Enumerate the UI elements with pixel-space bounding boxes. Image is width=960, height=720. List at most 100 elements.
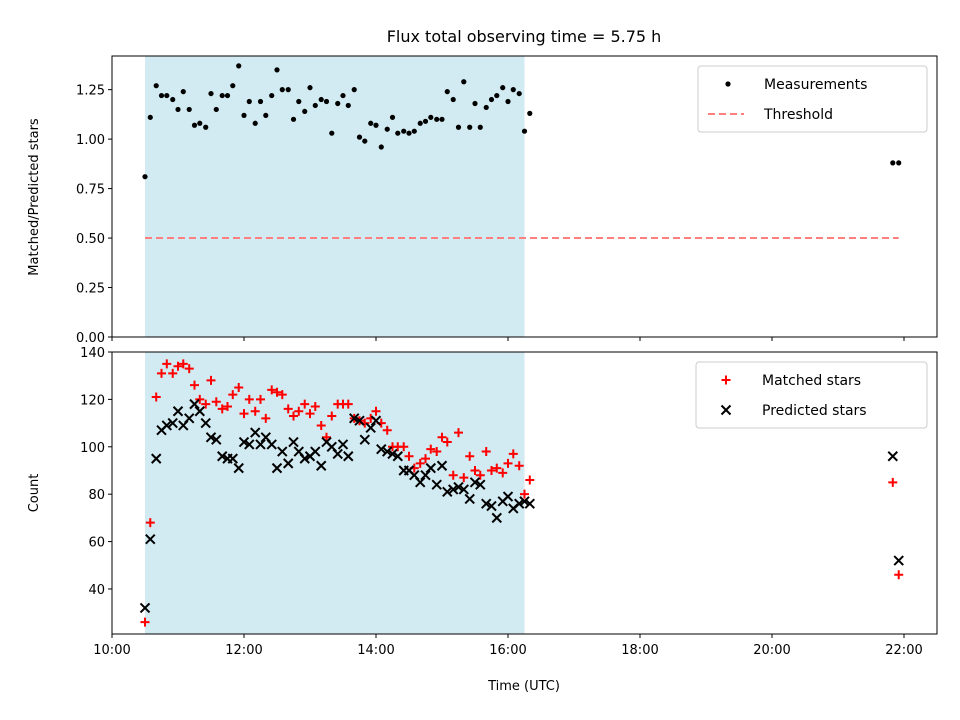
measurement-point	[329, 130, 335, 136]
top-y-axis-label: Matched/Predicted stars	[27, 118, 42, 276]
y-tick-label: 1.00	[76, 133, 105, 148]
measurement-point	[147, 114, 153, 120]
measurement-point	[461, 79, 467, 85]
measurement-point	[203, 124, 209, 130]
measurement-point	[384, 126, 390, 132]
y-tick-label: 140	[80, 346, 105, 361]
y-tick-label: 100	[80, 441, 105, 456]
predicted-star-point	[172, 406, 184, 417]
predicted-star-point	[893, 555, 904, 566]
y-tick-label: 80	[88, 488, 105, 503]
matched-star-point	[239, 409, 249, 419]
predicted-star-point	[337, 439, 349, 450]
matched-star-point	[487, 465, 496, 475]
measurement-point	[356, 134, 363, 140]
measurement-point	[158, 92, 165, 99]
measurement-point	[483, 104, 489, 111]
measurement-point	[323, 98, 330, 105]
matched-star-point	[256, 394, 265, 404]
measurement-point	[345, 102, 351, 109]
legend: Matched stars Predicted stars	[695, 361, 928, 429]
top-panel: 0.00 0.25 0.50 0.75 1.00 1.25 Measurements Thre…	[76, 55, 938, 346]
measurement-point	[170, 96, 176, 103]
measurement-point	[191, 122, 198, 128]
matched-star-point	[206, 375, 216, 385]
matched-star-point	[421, 454, 430, 464]
matched-star-point	[157, 368, 166, 378]
measurement-point	[164, 92, 170, 99]
predicted-star-point	[343, 451, 354, 462]
measurement-point	[488, 96, 495, 103]
measurement-point	[219, 92, 225, 99]
measurement-point	[213, 106, 219, 113]
legend-swatch	[721, 375, 731, 385]
matched-star-point	[289, 411, 298, 421]
matched-star-point	[503, 458, 513, 468]
matched-star-point	[442, 437, 452, 447]
measurement-point	[153, 83, 159, 89]
matched-star-point	[454, 428, 463, 438]
y-tick-label: 0.75	[76, 183, 105, 198]
measurement-point	[444, 89, 450, 95]
predicted-star-point	[514, 498, 525, 509]
measurement-point	[312, 102, 318, 109]
measurement-point	[434, 116, 440, 122]
matched-star-point	[272, 387, 282, 397]
predicted-star-point	[464, 493, 475, 505]
predicted-star-point	[255, 439, 266, 450]
predicted-star-point	[887, 451, 898, 462]
predicted-star-point	[332, 448, 343, 460]
measurement-point	[296, 98, 302, 105]
matched-star-point	[498, 468, 508, 478]
measurement-point	[362, 138, 368, 144]
predicted-star-point	[431, 479, 442, 490]
predicted-star-point	[184, 413, 195, 424]
matched-star-point	[261, 413, 271, 423]
measurement-point	[186, 106, 192, 113]
matched-star-point	[322, 432, 331, 442]
legend-label: Measurements	[764, 77, 867, 93]
measurement-point	[389, 114, 396, 120]
x-tick-label: 20:00	[753, 643, 790, 658]
measurement-point	[527, 110, 533, 116]
matched-star-point	[234, 383, 244, 393]
measurement-point	[395, 130, 401, 136]
matched-star-point	[195, 394, 205, 404]
predicted-star-point	[145, 534, 156, 545]
measurement-point	[516, 90, 522, 97]
chart-title: Flux total observing time = 5.75 h	[387, 27, 662, 46]
matched-star-point	[201, 399, 211, 409]
matched-star-point	[178, 359, 188, 369]
measurement-point	[252, 120, 258, 126]
matched-star-point	[432, 447, 442, 457]
predicted-star-point	[365, 422, 376, 434]
matched-star-point	[228, 390, 238, 400]
predicted-star-point	[310, 446, 321, 457]
measurement-point	[175, 106, 181, 113]
measurement-point	[241, 112, 247, 118]
predicted-star-point	[250, 427, 261, 438]
predicted-star-point	[288, 436, 299, 448]
matched-star-point	[277, 390, 287, 400]
matched-star-point	[267, 385, 277, 395]
matched-star-point	[481, 447, 491, 457]
measurement-point	[378, 144, 384, 150]
measurement-point	[472, 100, 478, 107]
predicted-star-point	[448, 484, 459, 495]
legend-box	[697, 65, 928, 133]
measurement-point	[269, 92, 275, 99]
predicted-star-point	[524, 498, 535, 509]
measurement-point	[340, 92, 346, 99]
x-tick-label: 12:00	[225, 643, 262, 658]
observing-span-shade	[145, 56, 525, 337]
y-tick-label: 40	[88, 583, 105, 598]
matched-star-point	[162, 359, 172, 369]
y-tick-label: 0.25	[76, 282, 105, 297]
matched-star-point	[459, 473, 469, 483]
measurement-point	[510, 87, 516, 93]
matched-star-point	[168, 368, 178, 378]
measurement-point	[401, 128, 407, 134]
matched-star-point	[327, 411, 337, 421]
matched-star-point	[294, 406, 304, 416]
